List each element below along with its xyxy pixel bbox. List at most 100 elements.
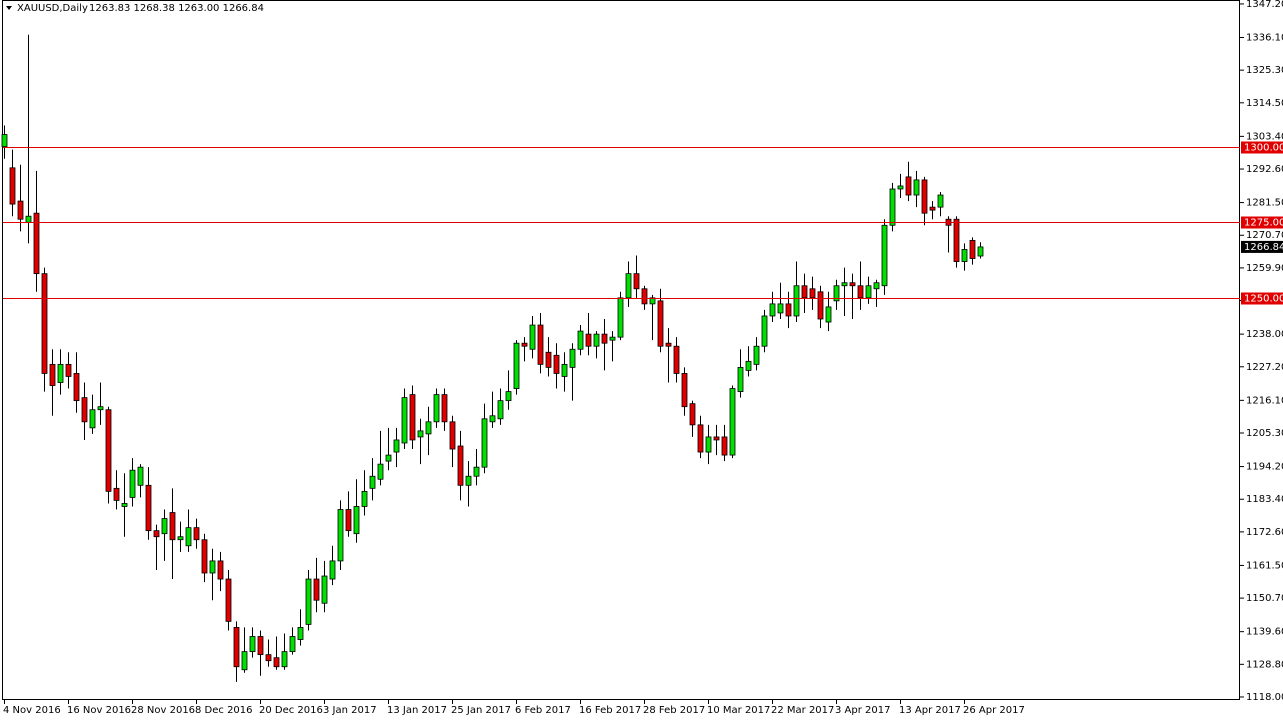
- y-tick-label: 1194.20: [1246, 462, 1283, 473]
- candle-body: [369, 475, 376, 489]
- candle-body: [105, 409, 112, 492]
- candle-body: [433, 394, 440, 423]
- candle-body: [953, 218, 960, 262]
- x-tick-label: 4 Nov 2016: [3, 705, 61, 716]
- candle-body: [1, 134, 8, 148]
- candle-body: [329, 560, 336, 580]
- candle-body: [81, 397, 88, 423]
- candle-body: [33, 212, 40, 275]
- candle-body: [313, 578, 320, 601]
- candle-body: [577, 330, 584, 350]
- candle-body: [9, 167, 16, 205]
- x-tick-label: 16 Feb 2017: [579, 705, 641, 716]
- candle-body: [353, 506, 360, 535]
- candle-body: [913, 179, 920, 196]
- y-tick-label: 1128.80: [1246, 659, 1283, 670]
- candle-body: [905, 176, 912, 196]
- candle-body: [689, 403, 696, 426]
- quote: 1263.83 1268.38 1263.00 1266.84: [89, 3, 264, 14]
- y-tick-label: 1303.40: [1246, 131, 1283, 142]
- candle-body: [593, 333, 600, 347]
- x-tick-label: 25 Jan 2017: [451, 705, 511, 716]
- candle-body: [825, 306, 832, 323]
- candle-body: [257, 636, 264, 656]
- candle-body: [225, 578, 232, 622]
- candle-body: [561, 363, 568, 377]
- candle-body: [849, 282, 856, 287]
- x-tick-label: 22 Mar 2017: [771, 705, 834, 716]
- candle-body: [305, 578, 312, 625]
- candle-body: [545, 351, 552, 368]
- current-price-label: 1266.84: [1244, 242, 1283, 253]
- y-tick-label: 1205.30: [1246, 428, 1283, 439]
- candle-body: [801, 285, 808, 299]
- y-tick-label: 1238.00: [1246, 329, 1283, 340]
- candle-body: [553, 354, 560, 374]
- candle-body: [665, 342, 672, 347]
- candle-body: [185, 527, 192, 547]
- candle-body: [633, 273, 640, 290]
- candle-body: [41, 273, 48, 374]
- candle-body: [169, 512, 176, 541]
- candle-body: [17, 200, 24, 220]
- candle-body: [449, 421, 456, 450]
- candle-body: [121, 503, 128, 507]
- menu-triangle[interactable]: [6, 6, 12, 10]
- y-tick-label: 1325.30: [1246, 65, 1283, 76]
- candle-body: [209, 560, 216, 574]
- candle-body: [529, 324, 536, 350]
- candle-body: [505, 391, 512, 402]
- candle-body: [297, 627, 304, 640]
- candle-body: [521, 342, 528, 347]
- y-tick-label: 1139.60: [1246, 627, 1283, 638]
- price-label-bg: [1241, 240, 1283, 253]
- candle-body: [129, 469, 136, 498]
- candle-body: [57, 363, 64, 383]
- candle-body: [929, 206, 936, 211]
- candle-body: [289, 636, 296, 653]
- candle-body: [265, 654, 272, 662]
- candle-body: [569, 348, 576, 368]
- level-label-bg: [1241, 216, 1283, 229]
- candle-body: [25, 215, 32, 223]
- candle-body: [49, 363, 56, 386]
- y-tick-label: 1150.70: [1246, 593, 1283, 604]
- x-tick-label: 20 Dec 2016: [259, 705, 323, 716]
- x-tick-label: 8 Dec 2016: [195, 705, 253, 716]
- candle-body: [337, 509, 344, 562]
- candle-body: [977, 246, 984, 257]
- candle-body: [193, 527, 200, 541]
- candle-body: [609, 336, 616, 341]
- plot-frame: [2, 0, 1240, 700]
- candle-body: [673, 345, 680, 374]
- candle-body: [97, 406, 104, 411]
- candle-body: [881, 224, 888, 287]
- candle-body: [217, 560, 224, 580]
- candle-body: [241, 651, 248, 671]
- candle-body: [625, 273, 632, 299]
- candle-body: [817, 291, 824, 320]
- candle-body: [153, 530, 160, 538]
- candle-body: [737, 366, 744, 392]
- x-tick-label: 13 Apr 2017: [899, 705, 961, 716]
- candle-body: [361, 490, 368, 507]
- candle-body: [401, 397, 408, 444]
- candle-body: [921, 179, 928, 214]
- candle-body: [769, 303, 776, 317]
- x-tick-label: 26 Apr 2017: [963, 705, 1025, 716]
- candle-body: [793, 285, 800, 317]
- y-tick-label: 1270.70: [1246, 230, 1283, 241]
- y-tick-label: 1227.20: [1246, 362, 1283, 373]
- candle-body: [145, 484, 152, 532]
- candle-body: [841, 282, 848, 287]
- candle-body: [833, 285, 840, 302]
- candle-body: [705, 436, 712, 453]
- x-tick-label: 16 Nov 2016: [67, 705, 131, 716]
- candle-body: [641, 288, 648, 305]
- x-tick-label: 10 Mar 2017: [707, 705, 770, 716]
- candle-body: [585, 333, 592, 347]
- x-tick-label: 13 Jan 2017: [387, 705, 447, 716]
- level-label: 1275.00: [1244, 218, 1283, 229]
- candle-body: [697, 424, 704, 453]
